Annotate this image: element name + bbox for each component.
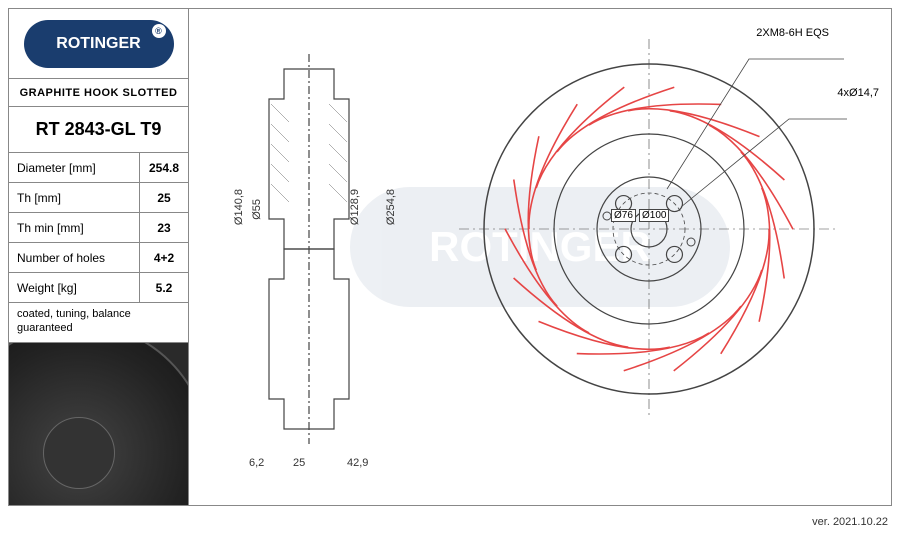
product-subtitle: GRAPHITE HOOK SLOTTED	[9, 79, 188, 107]
callout-right: 4xØ14,7	[835, 87, 881, 99]
product-photo	[9, 343, 188, 505]
spec-label: Number of holes	[9, 243, 140, 272]
spec-value: 5.2	[140, 273, 188, 302]
spec-row: Number of holes 4+2	[9, 243, 188, 273]
version-label: ver. 2021.10.22	[812, 516, 888, 528]
callout-top: 2XM8-6H EQS	[754, 27, 831, 39]
spec-row: Th min [mm] 23	[9, 213, 188, 243]
spec-row: Th [mm] 25	[9, 183, 188, 213]
spec-value: 4+2	[140, 243, 188, 272]
spec-panel: ROTINGER ® GRAPHITE HOOK SLOTTED RT 2843…	[9, 9, 189, 505]
spec-label: Th [mm]	[9, 183, 140, 212]
spec-label: Weight [kg]	[9, 273, 140, 302]
spec-value: 254.8	[140, 153, 188, 182]
front-view	[449, 29, 849, 429]
spec-row: Weight [kg] 5.2	[9, 273, 188, 303]
dim-b2: 25	[293, 457, 305, 469]
technical-drawing: ROTINGER	[189, 9, 891, 505]
spec-value: 23	[140, 213, 188, 242]
spec-label: Th min [mm]	[9, 213, 140, 242]
dim-d2: Ø55	[251, 199, 263, 220]
registered-icon: ®	[152, 24, 166, 38]
part-number: RT 2843-GL T9	[9, 107, 188, 153]
spec-row: Diameter [mm] 254.8	[9, 153, 188, 183]
note: coated, tuning, balance guaranteed	[9, 303, 188, 343]
callout-hub1: Ø76	[611, 209, 636, 222]
brand-text: ROTINGER	[56, 35, 140, 53]
callout-hub2: Ø100	[639, 209, 669, 222]
dim-d1: Ø140,8	[233, 189, 245, 225]
brand-logo: ROTINGER ®	[24, 20, 174, 68]
dim-b3: 42,9	[347, 457, 368, 469]
logo-box: ROTINGER ®	[9, 9, 188, 79]
spec-value: 25	[140, 183, 188, 212]
spec-label: Diameter [mm]	[9, 153, 140, 182]
dim-d3: Ø128,9	[349, 189, 361, 225]
dim-b1: 6,2	[249, 457, 264, 469]
dim-d4: Ø254,8	[385, 189, 397, 225]
side-view	[239, 49, 379, 449]
